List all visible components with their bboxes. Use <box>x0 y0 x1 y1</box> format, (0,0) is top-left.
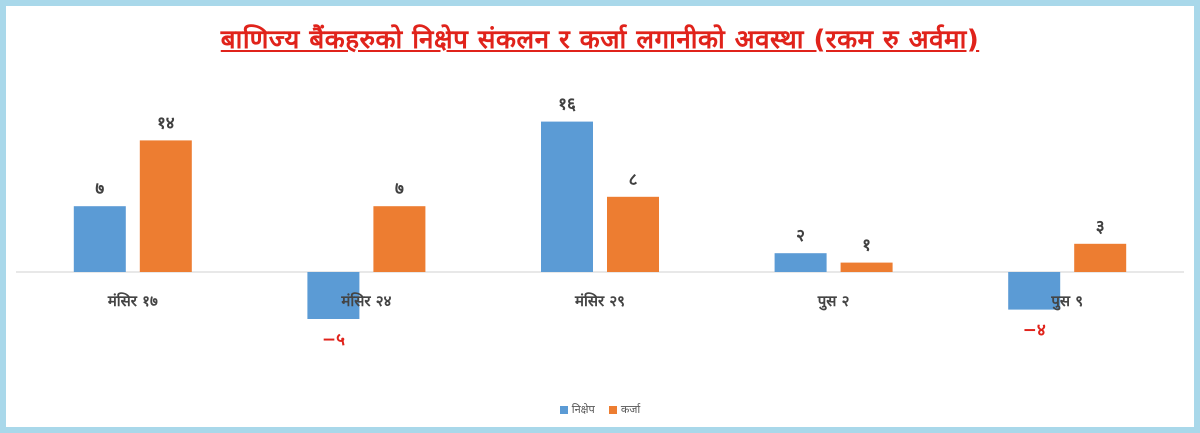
category-label-3: पुस २ <box>817 292 850 311</box>
data-label-loan-2: ८ <box>629 170 638 190</box>
category-label-4: पुस ९ <box>1050 292 1083 311</box>
data-label-deposit-4: −४ <box>1023 321 1046 341</box>
data-label-deposit-1: −५ <box>322 330 345 350</box>
bar-deposit-1 <box>307 272 360 319</box>
legend-label-loan: कर्जा <box>620 403 641 416</box>
data-label-loan-3: १ <box>862 236 871 256</box>
legend: निक्षेप कर्जा <box>6 402 1194 417</box>
bar-deposit-0 <box>73 206 126 272</box>
bar-deposit-4 <box>1008 272 1061 310</box>
legend-item-loan: कर्जा <box>608 402 641 417</box>
bar-deposit-3 <box>774 253 827 272</box>
legend-item-deposit: निक्षेप <box>559 402 595 417</box>
bar-loan-4 <box>1074 243 1127 272</box>
category-label-1: मंसिर २४ <box>340 292 391 310</box>
bar-loan-3 <box>840 262 893 272</box>
data-label-deposit-3: २ <box>796 226 805 246</box>
data-label-loan-1: ७ <box>395 179 404 199</box>
legend-label-deposit: निक्षेप <box>571 403 595 416</box>
data-label-loan-0: १४ <box>157 113 175 133</box>
data-label-deposit-2: १६ <box>558 95 576 115</box>
bar-deposit-2 <box>541 121 593 272</box>
legend-swatch-loan <box>608 405 617 414</box>
bar-loan-1 <box>373 206 426 272</box>
bar-loan-0 <box>139 140 192 272</box>
chart-title: बाणिज्य बैंकहरुको निक्षेप संकलन र कर्जा … <box>220 25 980 55</box>
bar-loan-2 <box>607 196 659 272</box>
legend-swatch-deposit <box>559 405 568 414</box>
category-label-0: मंसिर १७ <box>107 292 158 310</box>
data-label-deposit-0: ७ <box>95 179 104 199</box>
bar-chart: ७ १४ मंसिर १७ −५ ७ मंसिर २४ १६ ८ मंसिर २९ २ १ पुस २… <box>16 95 1184 350</box>
data-label-loan-4: ३ <box>1096 217 1105 237</box>
chart-frame: बाणिज्य बैंकहरुको निक्षेप संकलन र कर्जा … <box>6 6 1194 427</box>
category-label-2: मंसिर २९ <box>574 292 625 310</box>
